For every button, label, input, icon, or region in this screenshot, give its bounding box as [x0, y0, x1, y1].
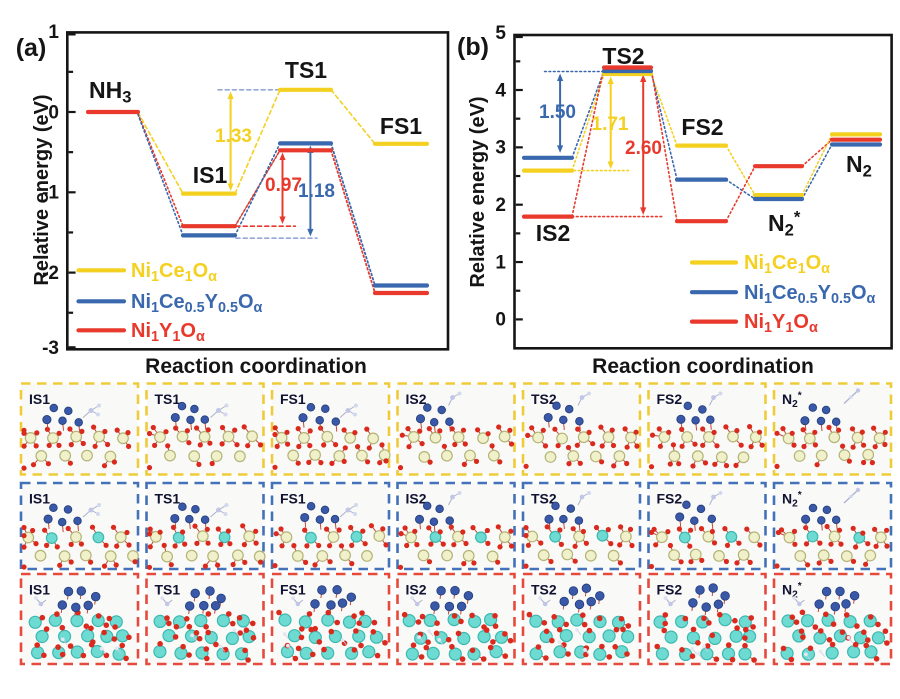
svg-text:FS2: FS2 — [681, 114, 723, 140]
svg-text:FS1: FS1 — [280, 491, 306, 507]
svg-text:2: 2 — [495, 195, 506, 216]
svg-text:FS2: FS2 — [657, 582, 683, 598]
svg-text:4: 4 — [495, 80, 506, 101]
svg-text:1.18: 1.18 — [298, 181, 335, 202]
svg-text:Reaction coordination: Reaction coordination — [592, 355, 814, 378]
svg-text:Ni1Y1Oα: Ni1Y1Oα — [744, 311, 818, 336]
svg-text:IS2: IS2 — [406, 391, 427, 407]
svg-text:(a): (a) — [16, 34, 47, 62]
svg-text:IS2: IS2 — [536, 220, 571, 246]
svg-text:FS1: FS1 — [280, 391, 306, 407]
svg-text:1.33: 1.33 — [215, 126, 252, 147]
svg-text:IS1: IS1 — [29, 491, 50, 507]
svg-text:0: 0 — [495, 310, 506, 331]
svg-text:TS1: TS1 — [155, 391, 181, 407]
svg-text:TS2: TS2 — [531, 582, 557, 598]
svg-text:1.50: 1.50 — [539, 102, 576, 123]
svg-text:TS1: TS1 — [155, 582, 181, 598]
svg-text:3: 3 — [495, 138, 506, 159]
svg-text:Ni1Ce1Oα: Ni1Ce1Oα — [131, 260, 217, 285]
svg-text:Reaction coordination: Reaction coordination — [145, 355, 367, 378]
svg-text:2.60: 2.60 — [625, 138, 662, 159]
svg-text:1: 1 — [495, 252, 506, 273]
svg-text:TS2: TS2 — [602, 43, 644, 69]
svg-text:IS2: IS2 — [406, 582, 427, 598]
svg-text:0.97: 0.97 — [265, 175, 302, 196]
svg-text:(b): (b) — [457, 33, 489, 61]
svg-text:Ni1Y1Oα: Ni1Y1Oα — [131, 320, 205, 345]
svg-text:1: 1 — [48, 22, 59, 43]
svg-text:TS1: TS1 — [155, 491, 181, 507]
svg-text:-3: -3 — [42, 338, 59, 359]
svg-text:FS2: FS2 — [657, 391, 683, 407]
svg-text:TS1: TS1 — [285, 57, 327, 83]
svg-text:1.71: 1.71 — [592, 114, 629, 135]
svg-text:5: 5 — [495, 23, 506, 44]
svg-text:Relative energy (eV): Relative energy (eV) — [467, 96, 489, 287]
svg-text:IS1: IS1 — [193, 162, 228, 188]
svg-text:FS1: FS1 — [280, 582, 306, 598]
svg-text:Ni1Ce1Oα: Ni1Ce1Oα — [744, 252, 830, 277]
svg-text:IS1: IS1 — [29, 582, 50, 598]
svg-text:IS1: IS1 — [29, 391, 50, 407]
svg-text:Relative energy (eV): Relative energy (eV) — [31, 94, 53, 285]
svg-text:FS1: FS1 — [380, 113, 422, 139]
svg-text:FS2: FS2 — [657, 491, 683, 507]
